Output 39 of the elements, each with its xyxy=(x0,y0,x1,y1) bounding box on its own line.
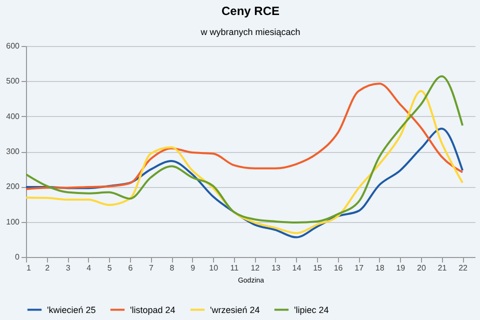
x-tick-label: 12 xyxy=(250,264,260,272)
y-tick-label: 0 xyxy=(15,252,20,262)
x-tick-label: 21 xyxy=(438,264,448,272)
line-series xyxy=(26,90,464,234)
chart-title: Ceny RCE xyxy=(221,4,280,18)
x-tick-label: 10 xyxy=(209,264,219,272)
x-tick-label: 15 xyxy=(313,264,323,272)
x-tick-label: 13 xyxy=(271,264,281,272)
y-tick-label: 600 xyxy=(6,42,20,50)
y-tick-label: 400 xyxy=(6,112,20,121)
y-tick-label: 300 xyxy=(6,147,20,156)
line-series xyxy=(26,75,464,224)
legend-label: 'lipiec 24 xyxy=(294,304,329,315)
line-series xyxy=(26,128,464,238)
y-tick-label: 200 xyxy=(6,182,20,192)
x-tick-label: 7 xyxy=(148,264,154,272)
x-tick-label: 6 xyxy=(128,264,134,272)
line-series xyxy=(26,82,464,190)
y-tick-label: 100 xyxy=(6,217,20,226)
x-tick-label: 17 xyxy=(354,264,364,272)
x-tick-label: 19 xyxy=(396,264,406,272)
x-tick-label: 16 xyxy=(334,264,344,272)
x-tick-label: 4 xyxy=(86,264,92,272)
legend-label: 'kwiecień 25 xyxy=(47,304,96,315)
chart-subtitle: w wybranych miesiącach xyxy=(200,27,300,37)
legend-label: 'listopad 24 xyxy=(130,304,176,315)
x-tick-label: 2 xyxy=(45,264,50,272)
x-tick-label: 11 xyxy=(230,264,240,272)
x-tick-label: 8 xyxy=(170,264,175,272)
x-tick-label: 5 xyxy=(107,264,112,272)
x-tick-label: 1 xyxy=(26,264,32,272)
x-tick-label: 14 xyxy=(292,264,302,272)
x-tick-label: 20 xyxy=(417,264,426,272)
y-tick-label: 500 xyxy=(6,76,20,86)
legend-label: 'wrzesień 24 xyxy=(210,304,260,315)
x-tick-label: 3 xyxy=(66,264,71,272)
x-tick-label: 18 xyxy=(375,264,385,272)
x-tick-label: 22 xyxy=(458,264,468,272)
x-tick-label: 9 xyxy=(190,264,196,272)
